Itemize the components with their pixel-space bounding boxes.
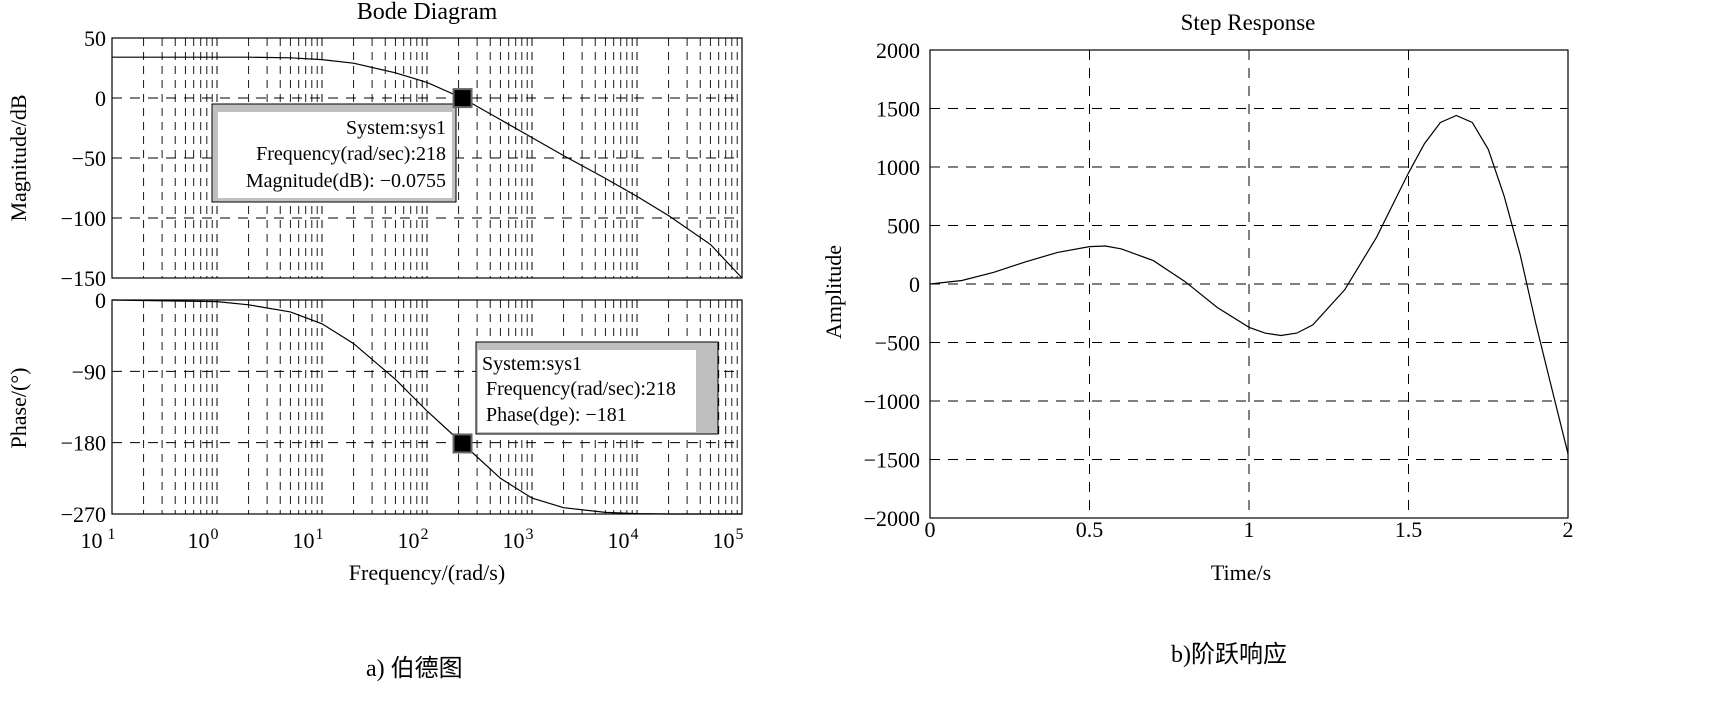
- step-ytick-label: −1000: [864, 389, 920, 414]
- magnitude-ytick-label: 50: [84, 26, 106, 51]
- phase-datatip-inner: [478, 350, 696, 432]
- phase-datatip-line-2: Frequency(rad/sec):218: [486, 378, 676, 400]
- bode-xtick-label: 102: [398, 526, 429, 553]
- magnitude-ytick-label: −150: [61, 266, 106, 291]
- step-ytick-label: 2000: [876, 38, 920, 63]
- bode-xtick-label: 100: [188, 526, 219, 553]
- phase-marker[interactable]: [452, 433, 473, 454]
- magnitude-datatip-line-2: Frequency(rad/sec):218: [256, 143, 446, 165]
- caption-step: b)阶跃响应: [1171, 642, 1287, 668]
- magnitude-marker[interactable]: [452, 88, 473, 109]
- bode-xlabel: Frequency/(rad/s): [349, 560, 505, 585]
- step-xtick-label: 2: [1563, 517, 1574, 542]
- bode-diagram: Bode Diagram 500−50−100−150 Magnitude/dB…: [6, 0, 744, 585]
- phase-ytick-label: −180: [61, 431, 106, 456]
- step-ytick-labels: 2000 1500 1000 500 0 −500 −1000 −1500 −2000: [864, 38, 920, 531]
- magnitude-axes-frame: [111, 37, 743, 279]
- step-ytick-label: −1500: [864, 448, 920, 473]
- phase-ytick-label: −90: [72, 359, 106, 384]
- magnitude-ytick-labels: 50 0 −50 −100 −150: [61, 26, 106, 291]
- phase-datatip: System:sys1 Frequency(rad/sec):218 Phase…: [475, 341, 719, 435]
- step-xtick-labels: 0 0.5 1 1.5 2: [925, 517, 1574, 542]
- step-title: Step Response: [1181, 10, 1316, 35]
- step-xtick-label: 1: [1244, 517, 1255, 542]
- bode-xtick-label: 105: [713, 526, 744, 553]
- bode-xtick-exponent: 3: [526, 526, 534, 543]
- magnitude-datatip-line-1: System:sys1: [346, 117, 446, 139]
- bode-title: Bode Diagram: [357, 0, 498, 25]
- step-response-chart: Step Response 2000 1500 1000 500 0 −500 −1000 −…: [821, 10, 1574, 585]
- magnitude-ytick-label: 0: [95, 86, 106, 111]
- bode-xtick-exponent: 4: [631, 526, 639, 543]
- bode-xtick-exponent: 1: [104, 526, 116, 543]
- bode-xtick-label: 10 1: [81, 526, 116, 553]
- phase-axes-frame: [111, 299, 743, 515]
- step-ylabel: Amplitude: [821, 245, 846, 339]
- step-series-line: [929, 114, 1569, 454]
- magnitude-datatip-inner: [218, 112, 452, 198]
- magnitude-datatip-line-3: Magnitude(dB): −0.0755: [246, 170, 446, 192]
- bode-xtick-exponent: 5: [736, 526, 744, 543]
- phase-ytick-label: −270: [61, 502, 106, 527]
- phase-ytick-labels: 0 −90 −180 −270: [61, 288, 106, 527]
- step-ytick-label: 1000: [876, 155, 920, 180]
- magnitude-ytick-label: −100: [61, 206, 106, 231]
- phase-ytick-label: 0: [95, 288, 106, 313]
- bode-xtick-label: 104: [608, 526, 639, 553]
- step-xlabel: Time/s: [1211, 560, 1271, 585]
- step-ytick-label: 500: [887, 214, 920, 239]
- step-grid: [930, 50, 1568, 518]
- step-ytick-label: −2000: [864, 506, 920, 531]
- bode-xtick-label: 101: [293, 526, 324, 553]
- phase-ylabel: Phase/(°): [6, 368, 31, 449]
- bode-xtick-labels: 10 1 100 101 102 103 104 105: [81, 526, 744, 553]
- caption-bode: a) 伯德图: [366, 656, 463, 682]
- step-ytick-label: −500: [875, 331, 920, 356]
- step-xtick-label: 1.5: [1395, 517, 1423, 542]
- step-ytick-label: 1500: [876, 97, 920, 122]
- bode-xtick-exponent: 2: [421, 526, 429, 543]
- step-xtick-label: 0: [925, 517, 936, 542]
- magnitude-ytick-label: −50: [72, 146, 106, 171]
- step-ytick-label: 0: [909, 272, 920, 297]
- phase-datatip-line-1: System:sys1: [482, 353, 582, 375]
- magnitude-datatip: System:sys1 Frequency(rad/sec):218 Magni…: [211, 103, 457, 203]
- bode-xtick-exponent: 0: [211, 526, 219, 543]
- bode-xtick-label: 103: [503, 526, 534, 553]
- bode-xtick-exponent: 1: [316, 526, 324, 543]
- step-xtick-label: 0.5: [1076, 517, 1104, 542]
- phase-datatip-line-3: Phase(dge): −181: [486, 404, 627, 426]
- magnitude-ylabel: Magnitude/dB: [6, 94, 31, 221]
